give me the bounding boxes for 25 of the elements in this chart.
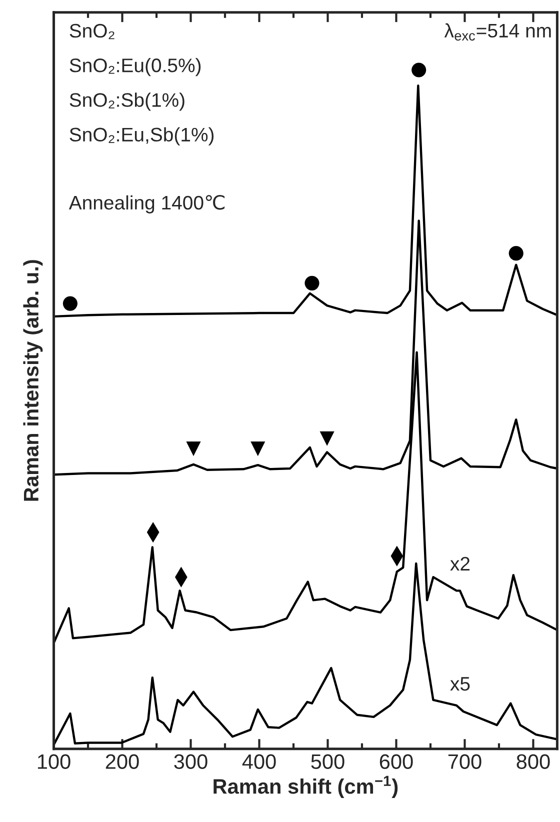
- x-tick-label: 100: [38, 754, 70, 770]
- x-tick-label: 300: [174, 754, 208, 770]
- x-tick-label: 700: [448, 754, 482, 770]
- x-tick-label: 400: [242, 754, 276, 770]
- annotation: SnO₂:Eu,Sb(1%): [70, 127, 214, 146]
- x-tick-label: 500: [311, 754, 344, 770]
- x-tick-label: 600: [380, 754, 413, 770]
- text: SnO₂: [70, 24, 114, 40]
- x-tick-label: 200: [106, 754, 139, 770]
- x-tick-label: 800: [516, 754, 550, 770]
- point: [508, 246, 524, 261]
- annotation: Annealing 1400℃: [68, 194, 224, 214]
- text: λ$_{exc}$=514 nm: [444, 23, 551, 41]
- point: [186, 442, 201, 456]
- annotation: x5: [450, 677, 470, 691]
- annotation: x2: [450, 556, 470, 570]
- point: [304, 276, 320, 290]
- point: [320, 431, 334, 446]
- x-axis-title: Raman shift (cm$^{−1}$): [214, 776, 398, 798]
- point: [250, 442, 266, 456]
- annotation: SnO₂:Sb(1%): [70, 92, 184, 111]
- annotation: SnO₂:Eu(0.5%): [70, 58, 201, 76]
- y-axis-title: Raman intensity (arb. u.): [23, 260, 43, 501]
- point: [412, 62, 426, 78]
- point: [62, 296, 78, 311]
